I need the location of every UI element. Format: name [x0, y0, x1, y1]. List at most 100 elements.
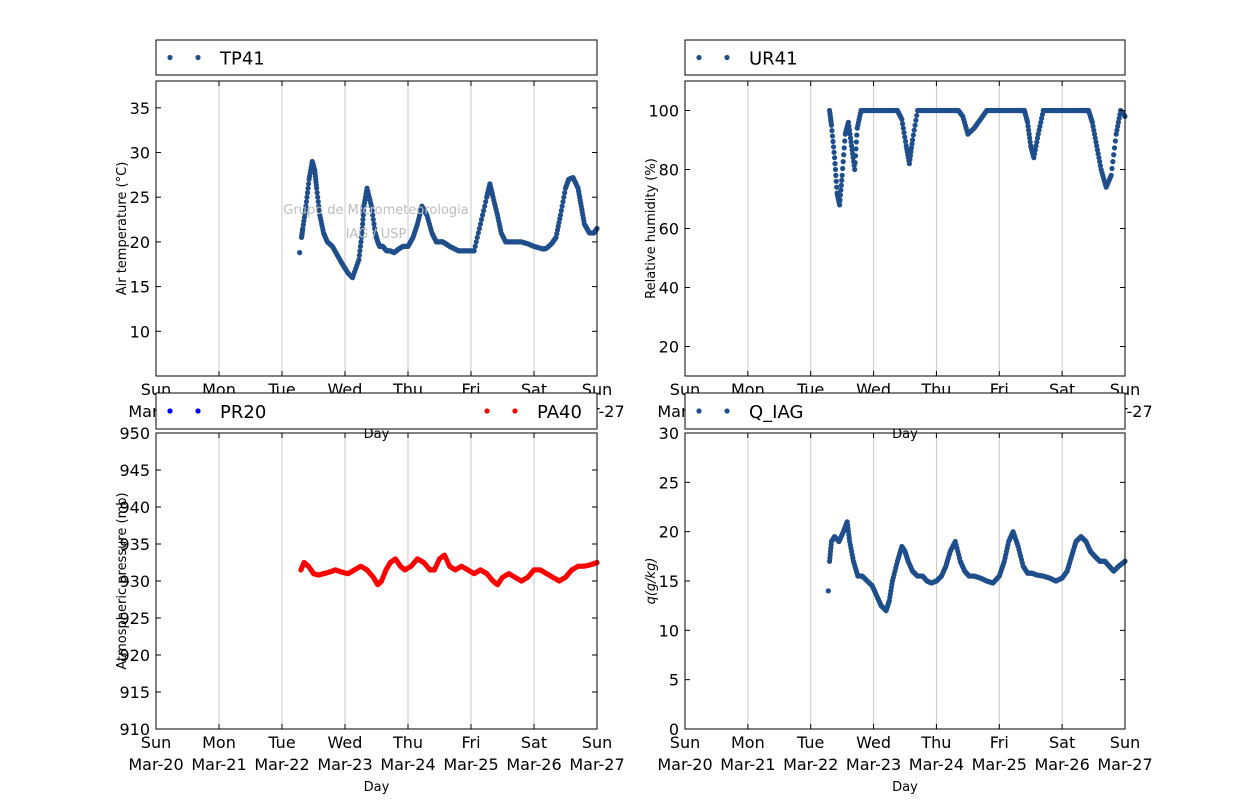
- data-point: [832, 166, 839, 173]
- data-point: [302, 207, 309, 213]
- data-point: [898, 115, 904, 121]
- data-point: [593, 226, 600, 232]
- relative-humidity-chart: 20406080100SunMar-20MonMar-21TueMar-22We…: [644, 39, 1153, 442]
- y-tick-label: 80: [659, 161, 679, 180]
- y-tick-label: 945: [119, 461, 150, 480]
- legend-marker: [195, 408, 201, 414]
- data-point: [482, 203, 488, 209]
- y-tick-label: 35: [130, 99, 150, 118]
- data-point: [359, 230, 365, 236]
- data-point: [1121, 559, 1127, 565]
- x-tick-day: Sun: [1110, 733, 1140, 752]
- data-point: [311, 166, 317, 172]
- y-axis-label: Atmospheric pressure (mb): [115, 492, 130, 669]
- x-tick-day: Thu: [392, 733, 423, 752]
- x-tick-date: Mar-27: [569, 755, 624, 774]
- data-point: [838, 187, 844, 193]
- data-point: [1068, 556, 1074, 562]
- data-point: [315, 199, 321, 205]
- data-point: [942, 565, 948, 571]
- data-point: [1116, 115, 1122, 121]
- data-point: [372, 225, 378, 232]
- x-tick-date: Mar-20: [657, 755, 712, 774]
- data-point: [1097, 162, 1103, 169]
- data-point: [1026, 131, 1032, 137]
- x-tick-day: Sun: [141, 733, 171, 752]
- data-point: [360, 212, 366, 218]
- data-point: [1039, 111, 1046, 118]
- data-point: [1121, 112, 1127, 119]
- data-point: [1107, 174, 1113, 180]
- data-point: [359, 225, 365, 232]
- y-tick-label: 60: [659, 220, 679, 239]
- y-tick-label: 5: [669, 671, 679, 690]
- data-point: [358, 234, 365, 241]
- data-point: [832, 161, 838, 167]
- data-point: [838, 182, 844, 188]
- data-point: [423, 211, 429, 217]
- x-tick-day: Mon: [731, 733, 765, 752]
- data-point: [305, 185, 311, 191]
- data-point: [1037, 123, 1043, 129]
- data-point: [1091, 127, 1097, 133]
- legend-box: [155, 39, 598, 76]
- data-point: [1031, 151, 1038, 157]
- y-tick-label: 10: [130, 322, 150, 341]
- y-tick-label: 940: [119, 498, 150, 517]
- data-point: [1019, 560, 1025, 566]
- data-point: [911, 127, 917, 133]
- data-point: [558, 208, 564, 214]
- legend-label: UR41: [749, 49, 798, 70]
- data-point: [886, 599, 892, 605]
- legend-label: PA40: [537, 402, 582, 423]
- data-point: [1093, 139, 1099, 145]
- data-point: [1038, 119, 1044, 125]
- y-tick-label: 950: [119, 424, 150, 443]
- legend-box: [684, 392, 1126, 430]
- data-point: [842, 138, 848, 144]
- x-tick-date: Mar-21: [720, 755, 775, 774]
- data-point: [852, 160, 858, 166]
- data-point: [1094, 147, 1101, 153]
- data-point: [833, 178, 839, 184]
- y-tick-label: 915: [119, 683, 150, 702]
- y-axis-label: q(g/kg): [644, 558, 659, 605]
- data-point: [914, 112, 920, 119]
- data-point: [894, 561, 900, 568]
- data-point: [1110, 159, 1116, 165]
- x-tick-day: Mon: [202, 733, 236, 752]
- watermark-line-2: IAG / USP: [346, 227, 407, 242]
- data-point: [852, 153, 859, 159]
- data-point: [320, 227, 326, 233]
- x-tick-day: Wed: [328, 733, 363, 752]
- data-point: [850, 555, 856, 561]
- data-point: [907, 157, 913, 163]
- plot-frame: [684, 80, 1126, 377]
- data-point: [1034, 139, 1040, 145]
- data-point: [846, 535, 852, 541]
- data-point: [1024, 117, 1030, 123]
- data-point: [303, 199, 310, 205]
- data-point: [1091, 131, 1098, 137]
- data-point: [360, 208, 367, 214]
- x-axis-label: Day: [892, 780, 918, 795]
- data-point: [370, 216, 376, 223]
- data-point: [1026, 127, 1032, 133]
- data-point: [899, 121, 906, 127]
- x-tick-date: Mar-22: [254, 755, 309, 774]
- data-point: [1000, 561, 1007, 567]
- data-point: [907, 153, 914, 159]
- data-point: [1109, 165, 1115, 172]
- data-point: [1014, 541, 1020, 547]
- legend-marker: [484, 408, 490, 414]
- x-tick-date: Mar-26: [506, 755, 561, 774]
- data-point: [825, 588, 831, 594]
- data-point: [848, 139, 854, 145]
- data-point: [474, 234, 480, 241]
- specific-humidity-chart: 0 5 10 15 20 25 30 Sun Mar-20 Mon Mar-21 Tue Mar-22 W…: [644, 392, 1153, 795]
- x-axis-label: Day: [892, 427, 918, 442]
- data-point: [1036, 127, 1042, 133]
- data-point: [1035, 131, 1041, 137]
- data-point: [1033, 143, 1039, 149]
- data-point: [478, 216, 485, 223]
